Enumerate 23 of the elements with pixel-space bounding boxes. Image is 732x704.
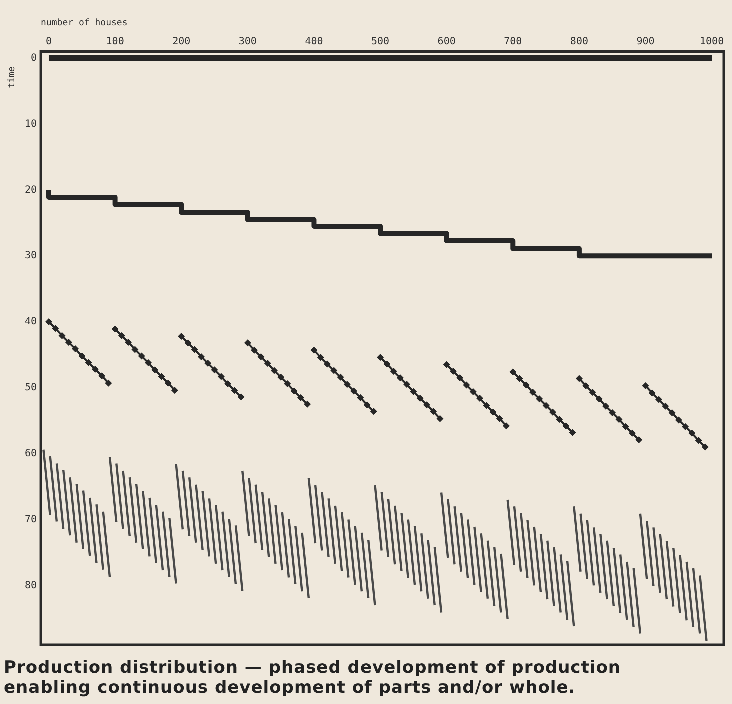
y-tick-label: 10 (24, 118, 38, 130)
text: Production distribution — phased development of production enabling continuous development of parts and/or whole. (4, 658, 622, 698)
y-tick-label: 50 (24, 382, 38, 394)
x-tick-label: 900 (636, 36, 655, 48)
y-tick-label: 30 (24, 250, 38, 262)
x-tick-label: 800 (570, 36, 588, 48)
y-tick-label: 80 (24, 580, 38, 592)
x-tick-label: 400 (305, 36, 324, 48)
y-tick-label: 40 (24, 316, 38, 328)
x-tick-label: 300 (238, 36, 257, 48)
y-axis-title: time (7, 66, 18, 88)
x-tick-label: 500 (372, 36, 390, 48)
x-axis-title: number of houses (41, 18, 128, 29)
x-tick-label: 0 (46, 36, 52, 48)
x-tick-label: 700 (504, 36, 522, 48)
y-tick-label: 70 (24, 514, 38, 526)
x-tick-label: 1000 (700, 36, 724, 48)
x-tick-label: 600 (438, 36, 456, 48)
x-tick-label: 100 (106, 36, 124, 48)
x-tick-label: 200 (172, 36, 191, 48)
y-tick-label: 20 (24, 184, 38, 196)
y-tick-label: 60 (24, 448, 38, 460)
y-tick-label: 0 (31, 52, 38, 64)
